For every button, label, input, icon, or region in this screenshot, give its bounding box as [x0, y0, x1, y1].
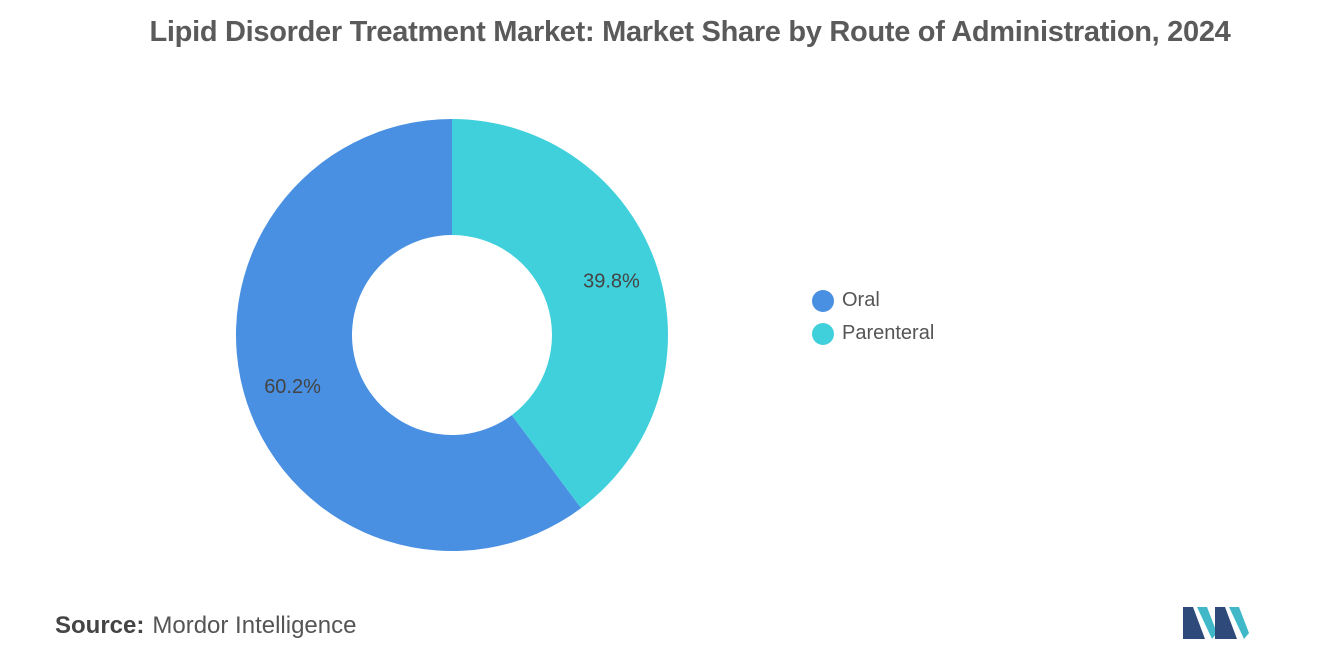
chart-title: Lipid Disorder Treatment Market: Market …: [149, 16, 1231, 48]
legend-swatch-oral: [812, 289, 834, 312]
legend-label-parenteral: Parenteral: [842, 322, 935, 344]
legend-label-oral: Oral: [842, 289, 880, 311]
data-label-parenteral: 39.8%: [583, 270, 640, 292]
legend-swatch-parenteral: [812, 322, 834, 345]
legend: Oral Parenteral: [812, 284, 934, 350]
source-line: Source: Mordor Intelligence: [55, 612, 356, 640]
source-label: Source:: [55, 612, 145, 639]
mordor-intelligence-logo-icon: [1183, 607, 1249, 639]
data-label-oral: 60.2%: [264, 376, 321, 398]
legend-item-parenteral[interactable]: Parenteral: [812, 317, 934, 350]
donut-slice-parenteral[interactable]: [452, 119, 669, 509]
donut-slice-oral[interactable]: [236, 119, 582, 552]
source-text: Mordor Intelligence: [152, 612, 357, 639]
legend-item-oral[interactable]: Oral: [812, 284, 934, 317]
